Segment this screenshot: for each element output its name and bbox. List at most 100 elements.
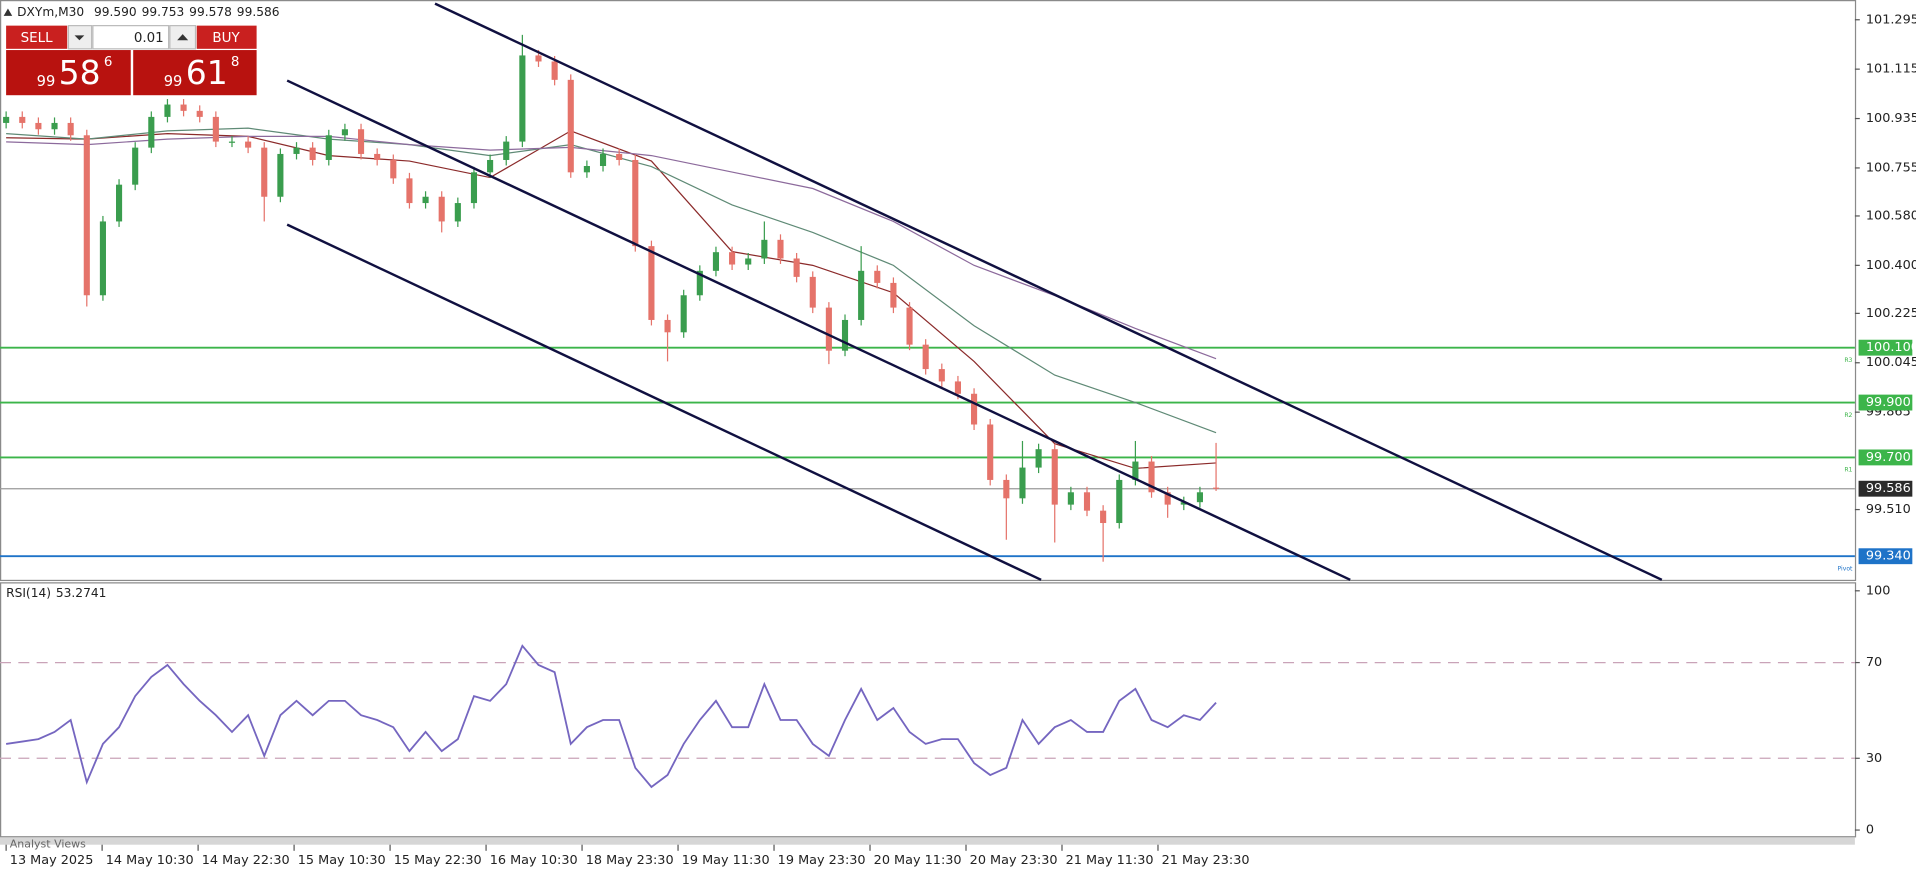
x-tick-label: 19 May 11:30 [682,853,770,868]
candle-body [599,153,607,167]
trend-line [286,79,1351,581]
buy-label: BUY [212,31,240,46]
bid-box[interactable] [6,50,131,96]
ask-box[interactable] [133,50,257,96]
candle-body [148,116,155,148]
candle-body [1148,461,1155,493]
level-label: 99.900 [1866,395,1911,410]
candle-body [825,307,832,351]
collapse-icon[interactable] [3,8,13,16]
candle-body [616,153,623,160]
bid-pips: 58 [59,53,101,92]
sell-label: SELL [21,31,53,46]
candle-body [164,104,171,117]
candle-body [1083,492,1091,511]
candle-body [341,129,348,136]
trade-panel: SELL 0.01 BUY 99 58 6 99 61 8 [6,25,257,96]
y-tick-label: 101.295 [1866,12,1916,27]
candle-body [1164,492,1171,505]
candle-body [1132,461,1139,480]
y-tick-label: 100.400 [1866,258,1916,273]
trend-line [434,2,1663,581]
candle-body [906,307,913,345]
y-tick-label: 100 [1866,583,1890,598]
candle-body [1180,502,1187,505]
rsi-title: RSI(14) [6,586,51,600]
x-tick-label: 20 May 11:30 [874,853,962,868]
ohlc-low: 99.578 [189,5,232,19]
moving-average [6,130,1217,470]
x-tick-label: 16 May 10:30 [490,853,578,868]
candle-body [777,239,784,259]
candle-body [51,122,58,130]
lot-input[interactable] [92,25,170,50]
candle-body [632,159,639,247]
rsi-panel-border [0,582,1857,838]
candle-body [971,393,978,425]
price-panel-border [0,0,1857,582]
lot-down-arrow [74,35,85,41]
ohlc-close: 99.586 [237,5,280,19]
candle-body [1196,492,1203,503]
candle-body [551,61,558,80]
candle-body [874,270,881,283]
candle-body [890,282,897,308]
ask-big-figure: 99 [164,73,183,90]
candle-body [696,270,703,296]
candle-body [99,221,106,296]
candle-body [858,270,865,320]
candle-body [422,196,429,204]
level-tag: R3 [1844,357,1852,364]
y-tick-label: 70 [1866,655,1882,670]
candle-body [1051,449,1058,505]
candle-body [841,319,849,351]
candle-body [503,141,510,160]
y-tick-label: 101.115 [1866,62,1916,77]
sell-button[interactable] [6,25,68,49]
y-tick-label: 100.755 [1866,160,1916,175]
symbol-title: DXYm,M30 [17,5,84,19]
level-label: 99.340 [1866,549,1911,564]
candle-body [357,129,365,154]
y-tick-label: 0 [1866,823,1874,838]
y-tick-label: 30 [1866,751,1882,766]
moving-average [6,135,1217,360]
candle-body [664,319,671,333]
candle-body [1213,487,1220,489]
candle-body [228,141,236,143]
candle-body [487,159,494,173]
y-tick-label: 100.935 [1866,111,1916,126]
candle-body [535,55,542,62]
candle-body [519,55,526,142]
buy-button[interactable] [196,25,257,49]
candle-body [1067,492,1074,505]
candle-body [116,184,123,222]
ohlc-open: 99.590 [94,5,137,19]
analyst-views-tab[interactable]: Analyst Views [10,838,86,851]
candle-body [954,381,961,394]
x-tick-label: 18 May 23:30 [586,853,674,868]
level-tag: Pivot [1837,565,1853,572]
rsi-header: RSI(14) 53.2741 [6,586,106,600]
level-label-box [1858,449,1913,466]
candle-body [390,159,397,179]
level-label-box [1858,339,1913,356]
candle-body [648,246,655,320]
ask-point: 8 [231,55,240,70]
candle-body [180,104,187,111]
x-tick-label: 21 May 11:30 [1066,853,1154,868]
x-tick-label: 14 May 22:30 [202,853,290,868]
candle-body [1003,479,1010,499]
candle-body [406,178,413,204]
candle-body [987,424,994,480]
y-tick-label: 100.580 [1866,208,1916,223]
level-label: 100.100 [1866,340,1916,355]
y-tick-label: 100.225 [1866,306,1916,321]
candle-body [132,147,139,185]
candle-body [277,153,284,197]
candle-body [83,135,90,296]
candle-body [293,147,300,154]
candle-body [67,122,74,136]
